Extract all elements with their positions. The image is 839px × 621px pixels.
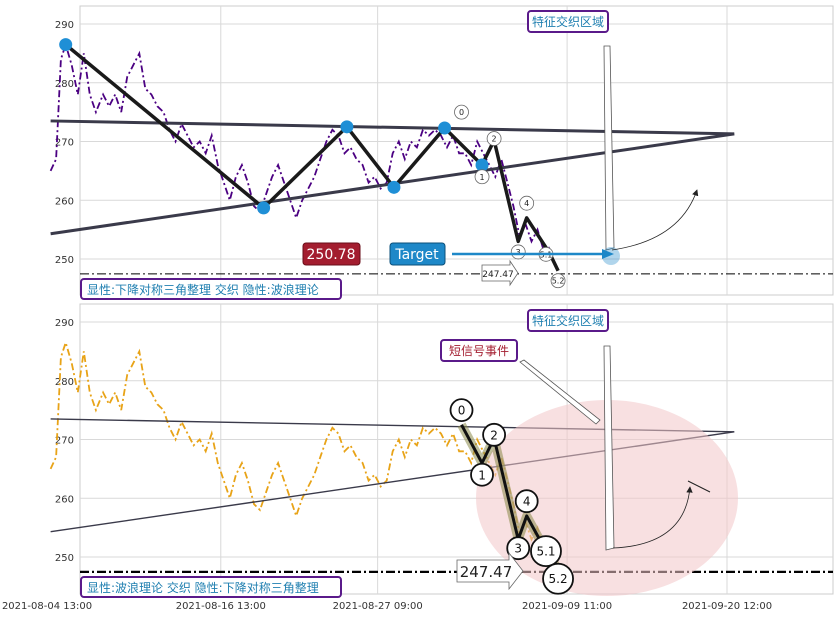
wave-label-circle	[482, 422, 506, 447]
caption-text: 显性:波浪理论 交织 隐性:下降对称三角整理	[87, 580, 319, 595]
pivot-point	[387, 180, 401, 194]
y-tick-label: 250	[55, 255, 74, 266]
wave-label-circle	[449, 398, 474, 423]
curved-arrow	[612, 486, 693, 549]
wave-label-circle	[514, 489, 539, 514]
wave-label-circle	[506, 536, 531, 561]
wave-label-text: 3	[514, 542, 522, 556]
level-label-arrow	[481, 259, 519, 287]
zone-pointer-arrow	[603, 45, 615, 251]
x-tick-label: 2021-09-20 12:00	[682, 601, 772, 612]
curved-arrow-tick	[687, 480, 711, 493]
wave-label-text: 5.1	[536, 545, 555, 559]
target-arrow-head	[602, 249, 614, 259]
x-tick-label: 2021-08-04 13:00	[2, 601, 92, 612]
top-panel: 250260270280290012345.15.2特征交织区域250.78Ta…	[49, 5, 834, 300]
event-label-box	[440, 339, 518, 362]
wave-label-circle	[530, 535, 562, 568]
caption-text: 显性:下降对称三角整理 交织 隐性:波浪理论	[87, 282, 319, 297]
wave-label-text: 0	[458, 404, 466, 418]
pivot-point	[340, 120, 354, 134]
y-tick-label: 290	[55, 318, 74, 329]
y-tick-label: 250	[55, 553, 74, 564]
wave-label-text: 1	[478, 468, 486, 482]
x-tick-label: 2021-08-27 09:00	[333, 601, 423, 612]
level-label-text: 247.47	[482, 270, 514, 280]
wave-label-circle	[474, 169, 490, 185]
wave-label-circle	[550, 273, 566, 289]
wave-label-text: 4	[524, 199, 529, 208]
wave-label-circle	[519, 195, 535, 211]
pivot-point	[257, 201, 271, 215]
y-tick-label: 260	[55, 494, 74, 505]
target-marker	[602, 247, 620, 265]
y-tick-label: 260	[55, 196, 74, 207]
wave-label-text: 5.2	[552, 277, 565, 286]
x-tick-label: 2021-09-09 11:00	[522, 601, 612, 612]
pivot-point	[438, 121, 452, 135]
x-tick-label: 2021-08-16 13:00	[176, 601, 266, 612]
zone-label-text: 特征交织区域	[532, 313, 604, 328]
curved-arrow	[611, 189, 699, 251]
y-tick-label: 270	[55, 138, 74, 149]
wave-label-text: 2	[490, 428, 498, 442]
wave-label-circle	[510, 244, 526, 260]
y-tick-label: 270	[55, 436, 74, 447]
pivot-point	[59, 38, 73, 52]
plot-area	[79, 5, 834, 296]
caption-box	[80, 278, 342, 300]
wave-label-text: 0	[459, 108, 464, 117]
target-box-text: Target	[394, 247, 439, 263]
event-label-text: 短信号事件	[449, 344, 509, 358]
price-series-line	[49, 339, 550, 550]
wave-label-circle	[486, 131, 502, 146]
y-tick-label: 290	[55, 20, 74, 31]
price-box	[302, 242, 361, 266]
wave-label-text: 5.2	[549, 572, 568, 586]
zone-label-box	[527, 309, 609, 332]
event-pointer-arrow	[519, 359, 601, 425]
price-box-text: 250.78	[307, 247, 356, 263]
level-label-arrow	[456, 551, 524, 591]
price-series-line	[49, 41, 550, 252]
wave-label-circle	[542, 562, 574, 595]
zone-label-box	[527, 10, 609, 33]
triangle-boundary-line	[50, 119, 735, 136]
wave-label-text: 1	[479, 173, 484, 182]
wave-label-circle	[470, 462, 494, 487]
wave-label-text: 4	[523, 495, 531, 509]
wave-label-text: 3	[516, 248, 521, 257]
zone-label-text: 特征交织区域	[532, 14, 604, 29]
target-box	[389, 242, 446, 266]
pivot-point	[475, 158, 489, 172]
wave-label-circle	[454, 104, 469, 120]
caption-box	[80, 576, 342, 598]
level-label-text: 247.47	[460, 563, 513, 581]
y-tick-label: 280	[55, 377, 74, 388]
wave-label-text: 2	[492, 135, 497, 144]
y-tick-label: 280	[55, 79, 74, 90]
